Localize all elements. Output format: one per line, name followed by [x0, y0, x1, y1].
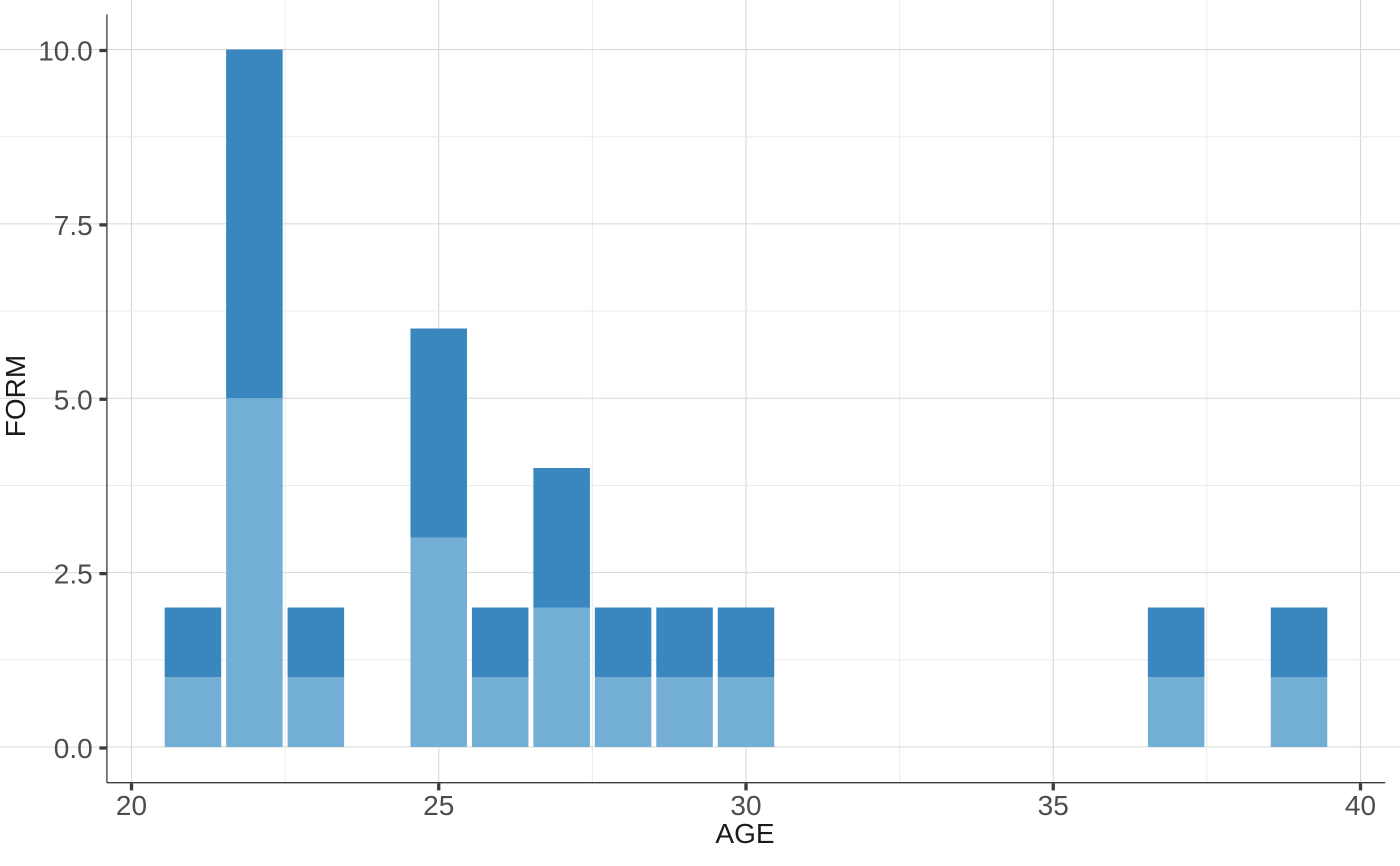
svg-text:FORM: FORM	[0, 355, 31, 437]
svg-text:25: 25	[423, 790, 454, 821]
svg-text:0.0: 0.0	[54, 733, 93, 764]
svg-text:20: 20	[116, 790, 147, 821]
svg-text:2.5: 2.5	[54, 559, 93, 590]
svg-text:AGE: AGE	[715, 818, 774, 849]
svg-text:7.5: 7.5	[54, 210, 93, 241]
svg-text:5.0: 5.0	[54, 384, 93, 415]
svg-text:35: 35	[1038, 790, 1069, 821]
svg-text:40: 40	[1345, 790, 1376, 821]
svg-text:30: 30	[730, 790, 761, 821]
svg-text:10.0: 10.0	[38, 36, 93, 67]
